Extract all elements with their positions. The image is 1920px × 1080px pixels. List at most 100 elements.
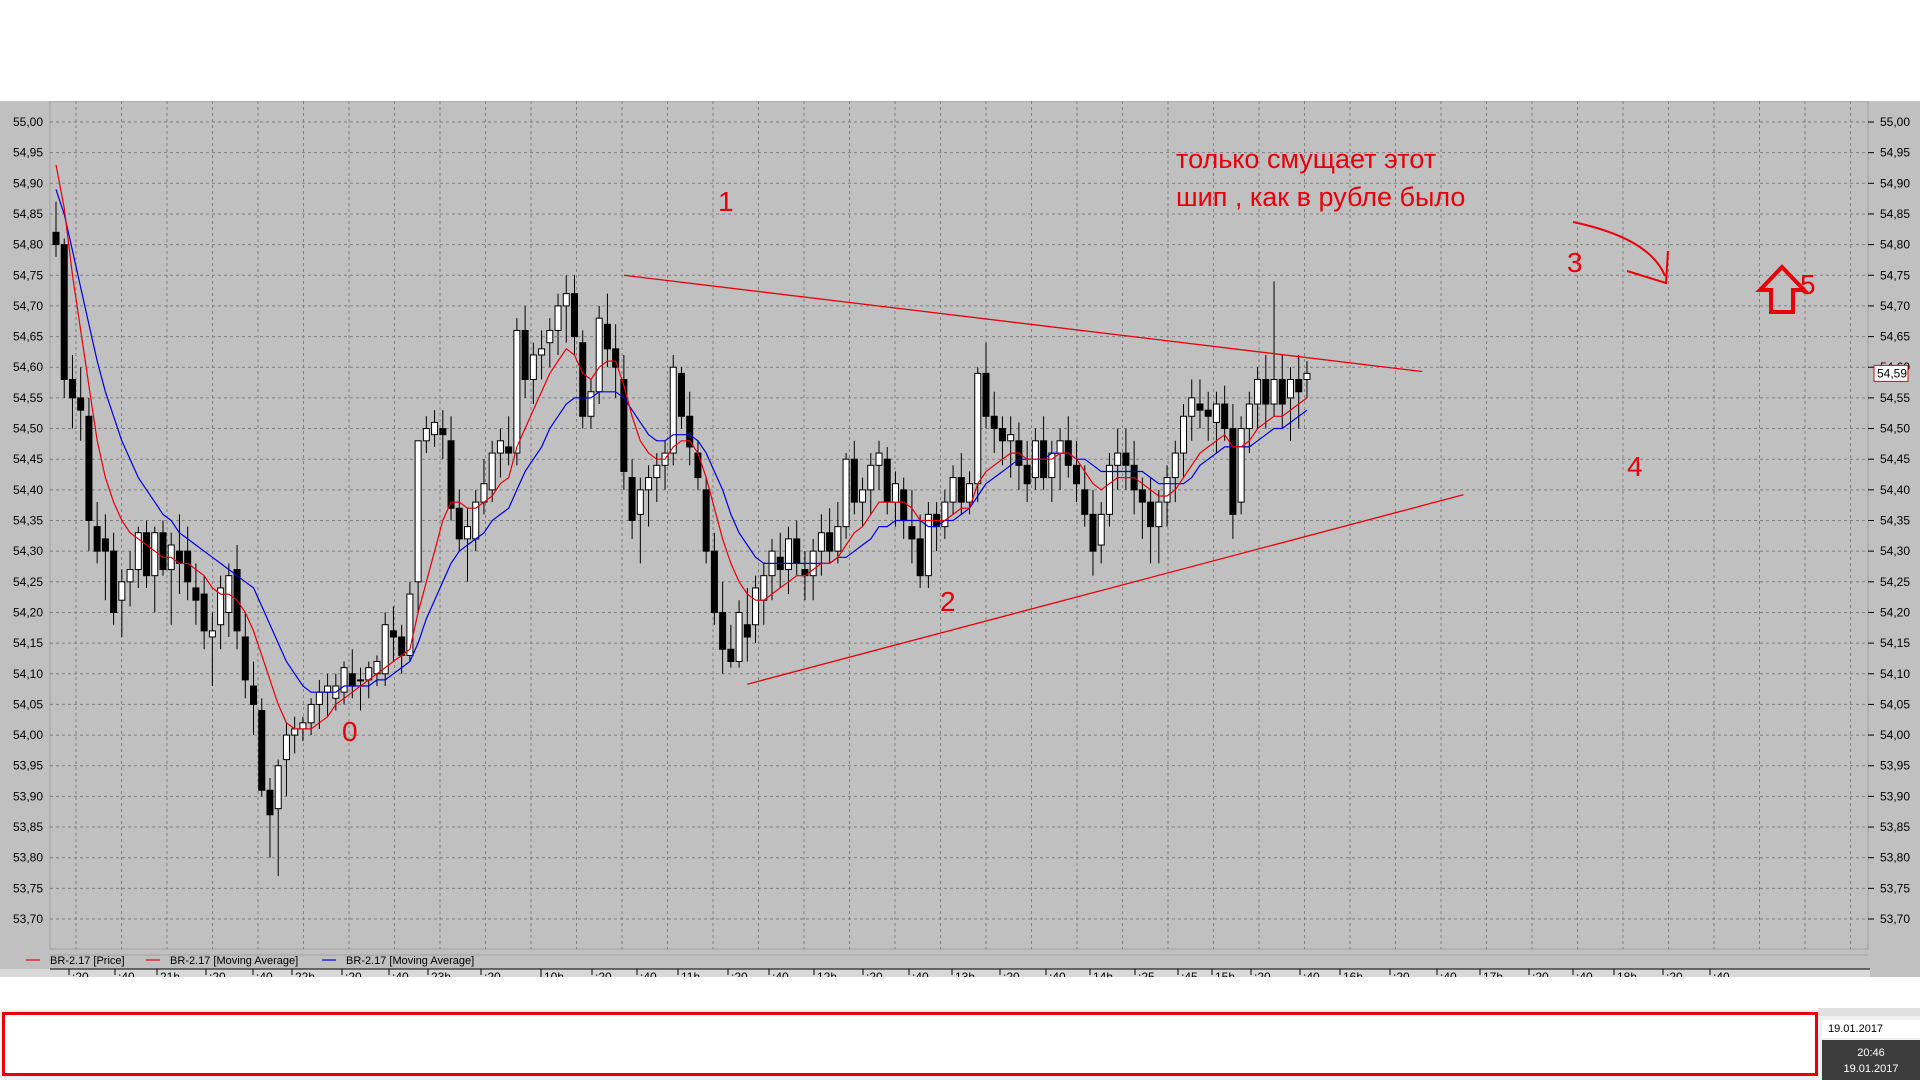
candle-up	[1254, 378, 1262, 405]
candle-down	[159, 532, 167, 571]
x-tick-label: 17h	[1483, 970, 1503, 977]
x-tick-label: :20	[1393, 970, 1410, 977]
y-tick-label-right: 54,30	[1880, 544, 1910, 558]
candle-up	[422, 428, 430, 442]
candle-down	[850, 458, 858, 503]
y-tick-label: 54,65	[13, 330, 43, 344]
y-tick-label: 53,75	[13, 881, 43, 895]
clock-display: 20:46 19.01.2017	[1822, 1040, 1920, 1080]
y-tick-label-right: 54,15	[1880, 636, 1910, 650]
wave-label-1: 1	[718, 186, 734, 217]
candle-down	[250, 685, 258, 705]
candle-up	[834, 526, 842, 552]
candle-down	[1221, 403, 1229, 430]
candle-down	[455, 507, 463, 540]
candle-down	[258, 710, 266, 791]
candle-up	[941, 501, 949, 528]
plot-background	[49, 101, 1869, 950]
clock-time: 20:46	[1857, 1047, 1885, 1059]
x-tick-label: :40	[256, 970, 273, 977]
y-tick-label-right: 54,55	[1880, 391, 1910, 405]
x-tick-label: 18h	[1617, 970, 1637, 977]
candle-up	[414, 440, 422, 583]
y-tick-label: 54,75	[13, 268, 43, 282]
chart-panel[interactable]: 55,00 54,95 54,90 54,85 54,80 54,75 54,70 54,65…	[0, 101, 1920, 977]
y-tick-label-right: 54,35	[1880, 514, 1910, 528]
y-tick-label-right: 54,75	[1880, 268, 1910, 282]
candle-up	[875, 452, 883, 466]
candle-down	[570, 293, 578, 338]
y-tick-label: 54,15	[13, 636, 43, 650]
x-tick-label: :40	[1576, 970, 1593, 977]
candle-up	[1155, 501, 1163, 528]
date-display: 19.01.2017	[1822, 1020, 1920, 1038]
candle-down	[982, 372, 990, 417]
y-tick-label-right: 54,05	[1880, 697, 1910, 711]
x-tick-label: :20	[1532, 970, 1549, 977]
x-tick-label: 11h	[681, 970, 700, 977]
x-tick-label: 22h	[295, 970, 315, 977]
y-tick-label: 54,70	[13, 299, 43, 313]
candle-up	[324, 685, 332, 693]
candle-up	[134, 532, 142, 571]
candle-up	[546, 329, 554, 344]
candle-down	[266, 789, 274, 816]
candle-down	[439, 428, 447, 436]
y-tick-label: 55,00	[13, 115, 43, 129]
horizontal-scrollbar[interactable]	[1818, 1008, 1920, 1016]
x-tick-label: 14h	[1093, 970, 1113, 977]
y-tick-label: 54,95	[13, 146, 43, 160]
y-tick-label: 54,50	[13, 422, 43, 436]
y-tick-label: 54,55	[13, 391, 43, 405]
trendlines-layer	[623, 274, 1464, 685]
trendline	[623, 274, 1423, 373]
y-tick-label-right: 54,80	[1880, 238, 1910, 252]
candle-up	[1171, 452, 1179, 479]
y-tick-label-right: 53,95	[1880, 759, 1910, 773]
candles-layer	[52, 201, 1311, 877]
x-tick-label: :20	[209, 970, 226, 977]
candle-down	[710, 550, 718, 613]
y-tick-label-right: 54,95	[1880, 146, 1910, 160]
wave-label-3: 3	[1567, 247, 1583, 278]
up-arrow-icon	[1755, 264, 1809, 314]
x-tick-label: 23h	[431, 970, 451, 977]
current-price-label: 54,59	[1877, 366, 1907, 380]
candle-up	[1180, 415, 1188, 454]
candle-up	[587, 391, 595, 417]
chart-legend: BR-2.17 [Price] BR-2.17 [Moving Average] B…	[26, 954, 1868, 967]
x-tick-label: :40	[1713, 970, 1730, 977]
candle-down	[694, 452, 702, 479]
x-tick-label: 10h	[544, 970, 564, 977]
wave-label-2: 2	[940, 586, 956, 617]
x-tick-label: :40	[1049, 970, 1066, 977]
y-tick-label-right: 54,40	[1880, 483, 1910, 497]
candle-down	[52, 231, 60, 246]
candle-up	[291, 728, 299, 736]
x-tick-label: :45	[1181, 970, 1198, 977]
chart-grid	[50, 101, 1868, 949]
candle-up	[784, 538, 792, 571]
y-tick-label: 53,90	[13, 789, 43, 803]
candle-down	[241, 636, 249, 681]
candle-down	[521, 329, 529, 380]
candle-down	[1147, 501, 1155, 528]
candle-up	[381, 624, 389, 675]
y-tick-label: 54,20	[13, 605, 43, 619]
candle-down	[93, 526, 101, 552]
candle-down	[1073, 464, 1081, 485]
legend-entry: BR-2.17 [Price]	[50, 955, 125, 967]
y-axis-right: 55,00 54,95 54,90 54,85 54,80 54,75 54,70 54,65…	[1868, 115, 1910, 926]
price-chart[interactable]: 55,00 54,95 54,90 54,85 54,80 54,75 54,70 54,65…	[0, 101, 1920, 977]
ma-slow-line	[55, 189, 1308, 693]
candle-up	[529, 354, 537, 380]
x-tick-label: :40	[912, 970, 929, 977]
x-tick-label: :20	[731, 970, 748, 977]
x-tick-label: :20	[866, 970, 883, 977]
current-price-box	[1873, 364, 1909, 382]
y-tick-label-right: 53,80	[1880, 851, 1910, 865]
candle-up	[653, 464, 661, 479]
candle-up	[636, 489, 644, 515]
y-tick-label-right: 54,65	[1880, 330, 1910, 344]
y-tick-label-right: 53,85	[1880, 820, 1910, 834]
